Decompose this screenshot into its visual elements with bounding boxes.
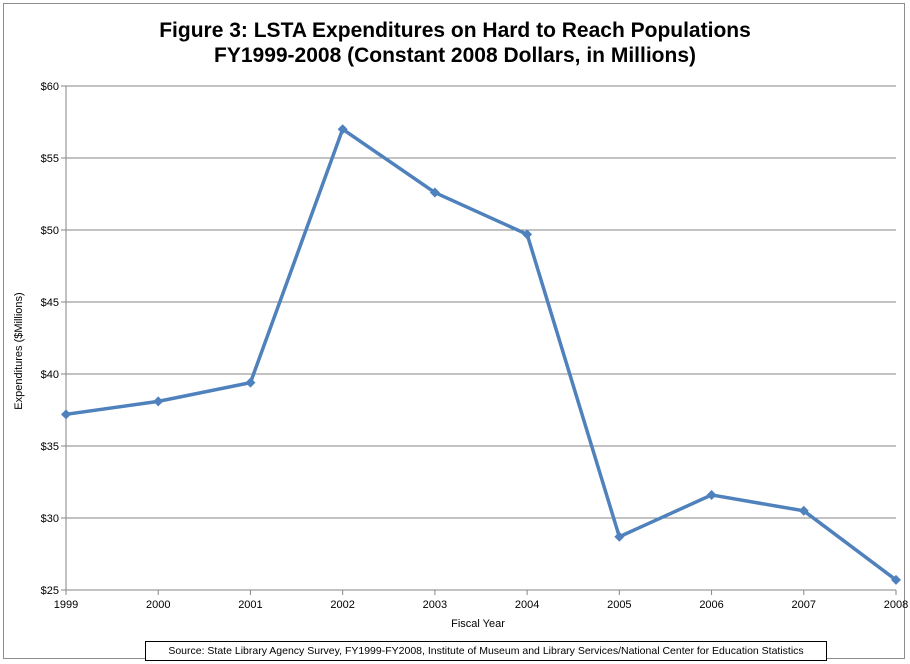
y-tick-label: $25 (41, 585, 59, 597)
y-axis-label: Expenditures ($Millions) (13, 292, 25, 409)
data-point (337, 124, 348, 135)
x-tick-label: 2005 (607, 599, 631, 611)
chart-subtitle: FY1999-2008 (Constant 2008 Dollars, in M… (214, 44, 696, 67)
x-tick-label: 2008 (884, 599, 908, 611)
x-tick-label: 2001 (238, 599, 262, 611)
x-tick-label: 2004 (515, 599, 539, 611)
x-tick-label: 2007 (792, 599, 816, 611)
source-note: Source: State Library Agency Survey, FY1… (145, 641, 827, 661)
x-tick-label: 2003 (423, 599, 447, 611)
y-tick-label: $30 (41, 513, 59, 525)
y-tick-label: $50 (41, 225, 59, 237)
data-point (798, 505, 809, 516)
data-point (61, 409, 71, 420)
x-tick-label: 2002 (330, 599, 354, 611)
data-point (614, 531, 625, 542)
data-point (429, 187, 440, 198)
x-axis-label: Fiscal Year (451, 618, 505, 630)
x-tick-label: 2000 (146, 599, 170, 611)
y-tick-label: $40 (41, 369, 59, 381)
y-tick-label: $35 (41, 441, 59, 453)
axes (61, 85, 897, 595)
data-point (153, 396, 164, 407)
y-tick-label: $55 (41, 153, 59, 165)
gridlines (66, 85, 896, 519)
y-tick-label: $60 (41, 81, 59, 93)
data-point (706, 489, 717, 500)
y-tick-label: $45 (41, 297, 59, 309)
chart-title-block: Figure 3: LSTA Expenditures on Hard to R… (0, 18, 910, 68)
chart-frame (3, 3, 905, 659)
x-tick-label: 2006 (699, 599, 723, 611)
y-tick-labels: $25 $30 $35 $40 $45 $50 $55 $60 (41, 81, 59, 597)
x-tick-labels: 1999 2000 2001 2002 2003 2004 2005 2006 2007 2008 (54, 599, 908, 611)
data-point (522, 229, 533, 240)
data-point (245, 377, 256, 388)
series-line (65, 127, 898, 582)
x-tick-label: 1999 (54, 599, 78, 611)
series (61, 124, 901, 585)
data-point (891, 574, 901, 585)
chart-title: Figure 3: LSTA Expenditures on Hard to R… (159, 19, 751, 42)
